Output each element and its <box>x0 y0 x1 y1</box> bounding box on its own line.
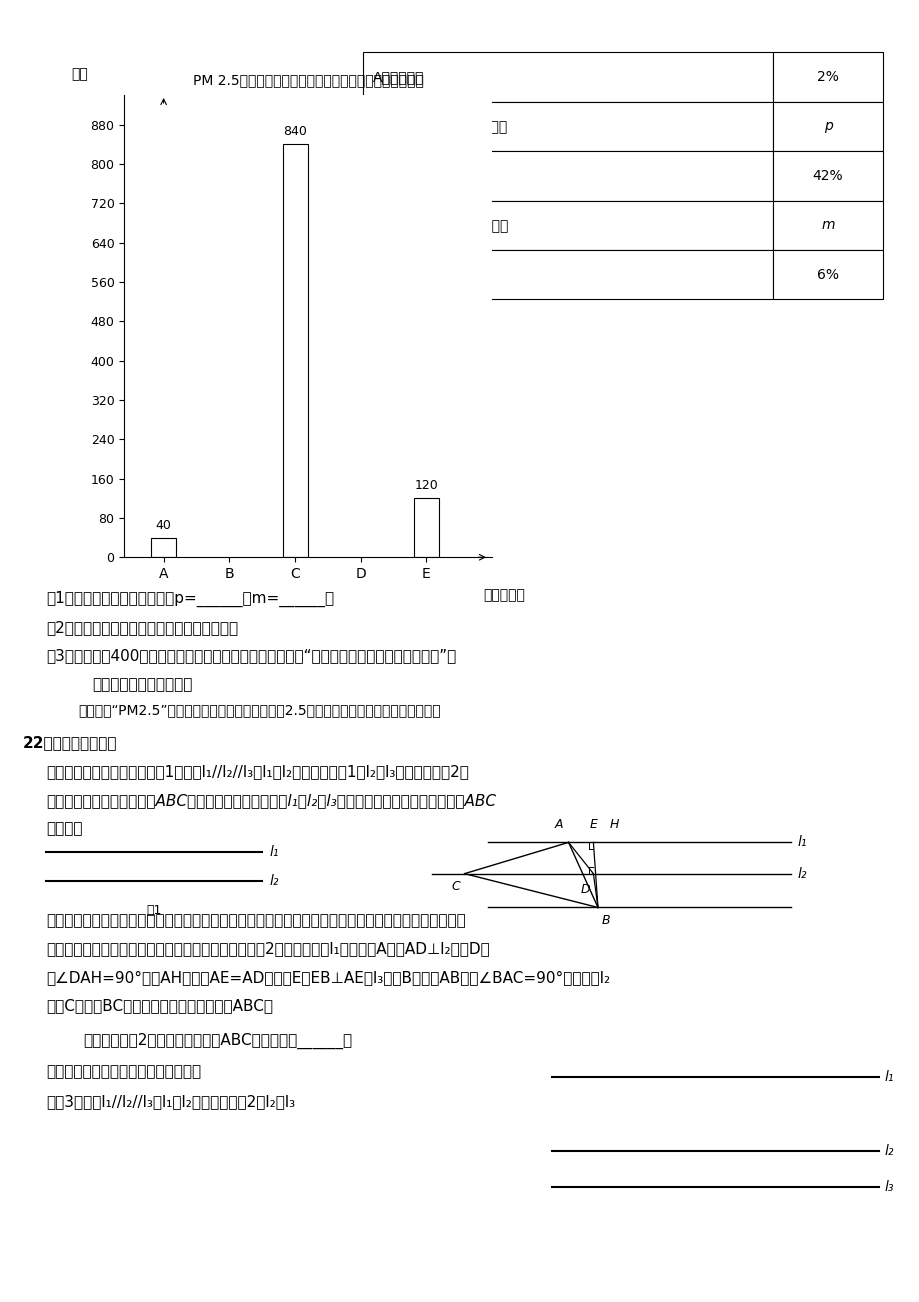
Text: （2）根据以上信息，请直接补全条形统计图；: （2）根据以上信息，请直接补全条形统计图； <box>46 620 238 635</box>
Text: （说明：“PM2.5”是指大气中危害健康的直径小于2.5微米的颟粒物，也称可入肺颟粒物）: （说明：“PM2.5”是指大气中危害健康的直径小于2.5微米的颟粒物，也称可入肺… <box>78 703 440 717</box>
Text: 22．阅读下面材料：: 22．阅读下面材料： <box>23 736 118 751</box>
Text: A．没有影响: A．没有影响 <box>372 70 424 83</box>
Text: 40: 40 <box>155 518 171 531</box>
Text: 公众的态度: 公众的态度 <box>482 587 525 602</box>
Text: C．有影响，减少户外活动: C．有影响，减少户外活动 <box>372 169 474 182</box>
Text: l₁: l₁ <box>883 1070 892 1083</box>
Y-axis label: 人数: 人数 <box>72 68 88 81</box>
Text: （3）若该市约400万人，根据上述信息，请你估计一下持有“影响很大，尽可能不去户外活动”这: （3）若该市约400万人，根据上述信息，请你估计一下持有“影响很大，尽可能不去户… <box>46 648 456 664</box>
Text: 请你回答：图2中等腰直角三角形ABC的面积等于______．: 请你回答：图2中等腰直角三角形ABC的面积等于______． <box>83 1032 352 1048</box>
Bar <box>363 250 772 299</box>
Text: 于点C，连接BC，即可得到等腰直角三角形ABC．: 于点C，连接BC，即可得到等腰直角三角形ABC． <box>46 999 273 1014</box>
Text: （1）结合上述统计图表可得：p=______，m=______；: （1）结合上述统计图表可得：p=______，m=______； <box>46 591 334 607</box>
Text: l₂: l₂ <box>883 1144 892 1157</box>
Text: A: A <box>554 818 562 831</box>
Text: C: C <box>450 880 460 893</box>
Text: D．影响很大，尽可能不去户外活动: D．影响很大，尽可能不去户外活动 <box>372 219 508 232</box>
Bar <box>363 201 772 250</box>
Text: 小雨是这样思考的：要想解决这个问题，首先应想办法利用平行线之间的距离，根据所求图形的性质尝试: 小雨是这样思考的：要想解决这个问题，首先应想办法利用平行线之间的距离，根据所求图… <box>46 913 465 928</box>
Text: p: p <box>823 120 832 133</box>
Text: l₂: l₂ <box>797 867 806 880</box>
Text: l₃: l₃ <box>883 1181 892 1194</box>
Text: E．不关心这个问题: E．不关心这个问题 <box>372 268 448 281</box>
Text: 用旋转的方法构造全等三角形解决问题．具体作法如图2所示：随直线l₁任取一点A，作AD⊥l₂于点D，: 用旋转的方法构造全等三角形解决问题．具体作法如图2所示：随直线l₁任取一点A，作… <box>46 941 489 957</box>
Text: 6%: 6% <box>816 268 838 281</box>
Bar <box>151 538 176 557</box>
Text: 作∠DAH=90°，在AH上截取AE=AD，过点E作EB⊥AE交l₃于点B，连接AB，作∠BAC=90°，交直线l₂: 作∠DAH=90°，在AH上截取AE=AD，过点E作EB⊥AE交l₃于点B，连接… <box>46 970 609 986</box>
Bar <box>772 250 882 299</box>
Bar <box>772 102 882 151</box>
Text: 840: 840 <box>283 125 307 138</box>
Text: D: D <box>581 883 590 896</box>
Text: 如图3，直线l₁//l₂//l₃，l₁与l₂之间的距离是2，l₂与l₃: 如图3，直线l₁//l₂//l₃，l₁与l₂之间的距离是2，l₂与l₃ <box>46 1094 295 1109</box>
Text: l₂: l₂ <box>269 875 278 888</box>
Bar <box>772 201 882 250</box>
Bar <box>363 52 772 102</box>
Text: l₁: l₁ <box>269 845 278 858</box>
Text: E: E <box>589 818 596 831</box>
Bar <box>282 145 307 557</box>
Bar <box>772 151 882 201</box>
Text: 120: 120 <box>414 479 437 492</box>
Text: B．影响不大，还可以进行户外活动: B．影响不大，还可以进行户外活动 <box>372 120 507 133</box>
Text: H: H <box>609 818 618 831</box>
Text: 种态度的约有多少万人．: 种态度的约有多少万人． <box>92 677 192 693</box>
Text: 试画出一个等腰直角三角形ABC，使三个顶点分别在直线l₁、l₂、l₃上，并求出所画等腰直角三角形ABC: 试画出一个等腰直角三角形ABC，使三个顶点分别在直线l₁、l₂、l₃上，并求出所… <box>46 793 495 809</box>
Text: 参考小雨同学的方法，解决下列问题：: 参考小雨同学的方法，解决下列问题： <box>46 1064 201 1079</box>
Text: 的面积．: 的面积． <box>46 822 83 837</box>
Text: 小雨遇到这样一个问题：如图1，直线l₁//l₂//l₃，l₁与l₂之间的距离是1，l₂与l₃之间的距离是2，: 小雨遇到这样一个问题：如图1，直线l₁//l₂//l₃，l₁与l₂之间的距离是1… <box>46 764 469 780</box>
Text: 2%: 2% <box>816 70 838 83</box>
Text: 42%: 42% <box>811 169 843 182</box>
Bar <box>363 102 772 151</box>
Text: m: m <box>821 219 834 232</box>
Text: 图1: 图1 <box>147 904 162 917</box>
Bar <box>772 52 882 102</box>
Bar <box>363 151 772 201</box>
Title: PM 2.5浓度升高时对于户外活动公众的态度的条形统计图: PM 2.5浓度升高时对于户外活动公众的态度的条形统计图 <box>193 73 423 87</box>
Text: B: B <box>601 914 609 927</box>
Text: l₁: l₁ <box>797 836 806 849</box>
Bar <box>414 499 438 557</box>
